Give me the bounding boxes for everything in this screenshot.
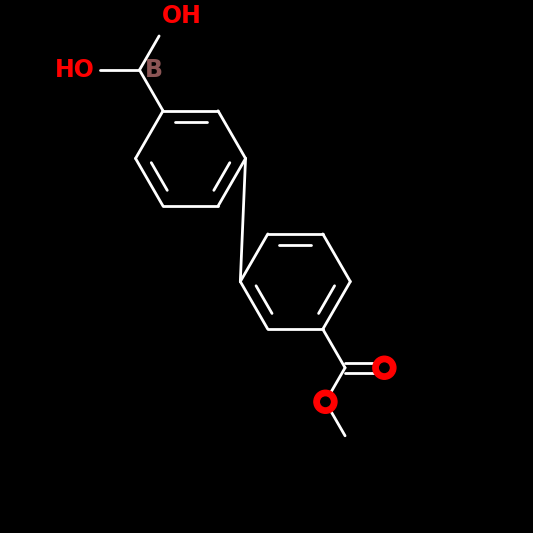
Text: HO: HO [55, 58, 95, 82]
Circle shape [373, 356, 396, 379]
Text: OH: OH [161, 4, 201, 28]
Circle shape [379, 363, 389, 373]
Text: B: B [144, 58, 163, 82]
Circle shape [314, 390, 337, 413]
Circle shape [321, 397, 330, 407]
